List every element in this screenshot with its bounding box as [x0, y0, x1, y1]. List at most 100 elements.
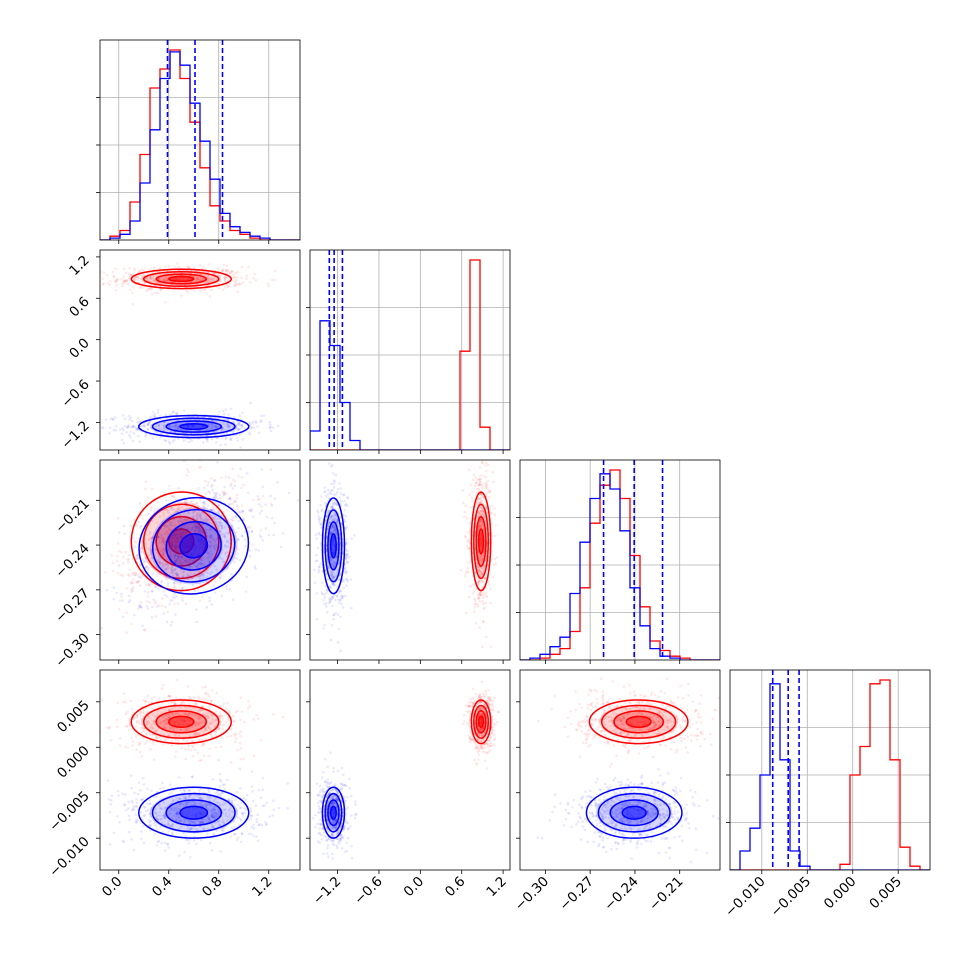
scatter-point — [209, 722, 213, 725]
scatter-point — [252, 426, 256, 429]
scatter-point — [153, 719, 156, 723]
scatter-point — [234, 283, 237, 287]
scatter-point — [162, 542, 166, 545]
scatter-point — [180, 701, 184, 704]
scatter-point — [138, 563, 142, 567]
scatter-point — [177, 797, 181, 800]
scatter-point — [159, 289, 163, 292]
scatter-point — [192, 733, 196, 737]
scatter-point — [189, 748, 193, 752]
scatter-point — [256, 839, 260, 843]
scatter-point — [239, 757, 243, 761]
scatter-point — [162, 612, 166, 615]
scatter-point — [228, 425, 232, 428]
scatter-point — [276, 481, 279, 484]
scatter-point — [259, 414, 263, 418]
scatter-point — [480, 573, 483, 576]
scatter-point — [188, 558, 192, 561]
scatter-point — [479, 554, 483, 558]
scatter-point — [230, 796, 234, 800]
scatter-point — [158, 560, 162, 563]
scatter-point — [489, 601, 492, 605]
scatter-point — [161, 539, 164, 543]
scatter-point — [478, 553, 482, 557]
scatter-point — [474, 621, 478, 625]
scatter-point — [459, 568, 463, 572]
scatter-point — [180, 555, 183, 559]
scatter-point — [262, 414, 266, 417]
scatter-point — [332, 519, 336, 522]
scatter-point — [157, 561, 161, 564]
scatter-point — [200, 573, 204, 577]
scatter-point — [248, 431, 251, 434]
scatter-point — [252, 718, 256, 721]
panel-content — [520, 460, 720, 660]
scatter-point — [158, 723, 162, 727]
scatter-point — [187, 265, 191, 269]
y-tick-label: −0.24 — [52, 541, 93, 582]
scatter-point — [323, 584, 327, 588]
scatter-point — [104, 570, 107, 574]
scatter-point — [135, 748, 138, 751]
scatter-point — [194, 722, 197, 726]
scatter-point — [86, 580, 89, 583]
scatter-point — [193, 819, 197, 823]
scatter-point — [202, 575, 205, 578]
scatter-point — [481, 511, 485, 515]
scatter-point — [166, 525, 169, 528]
scatter-point — [261, 494, 265, 498]
scatter-point — [320, 581, 324, 585]
scatter-point — [339, 598, 342, 601]
scatter-point — [185, 739, 189, 742]
scatter-point — [208, 280, 211, 284]
scatter-point — [226, 426, 230, 429]
scatter-point — [191, 745, 195, 749]
scatter-point — [223, 422, 226, 426]
scatter-point — [187, 695, 191, 699]
scatter-point — [170, 744, 174, 747]
scatter-point — [208, 596, 211, 600]
scatter-point — [332, 524, 335, 527]
scatter-point — [133, 613, 136, 617]
scatter-point — [482, 593, 485, 596]
scatter-point — [153, 429, 156, 433]
scatter-point — [157, 424, 161, 428]
scatter-point — [137, 741, 141, 745]
scatter-point — [146, 591, 150, 594]
scatter-point — [147, 566, 151, 570]
scatter-point — [237, 519, 240, 523]
scatter-point — [183, 712, 187, 716]
scatter-point — [257, 502, 261, 506]
scatter-point — [494, 562, 498, 565]
scatter-point — [236, 423, 240, 427]
scatter-point — [327, 522, 331, 526]
scatter-point — [191, 561, 195, 565]
scatter-point — [478, 592, 481, 595]
scatter-point — [470, 496, 474, 499]
scatter-point — [471, 583, 474, 587]
scatter-point — [221, 728, 225, 731]
scatter-point — [204, 729, 207, 732]
scatter-point — [208, 599, 211, 603]
scatter-point — [171, 599, 175, 602]
scatter-point — [129, 273, 133, 276]
panel-2-2 — [516, 459, 721, 664]
scatter-point — [248, 704, 252, 708]
scatter-point — [318, 516, 322, 520]
scatter-point — [479, 474, 482, 477]
scatter-point — [148, 798, 152, 802]
scatter-point — [476, 502, 480, 505]
scatter-point — [141, 708, 145, 712]
scatter-point — [193, 731, 196, 735]
scatter-point — [156, 507, 160, 510]
scatter-point — [317, 570, 320, 574]
scatter-point — [141, 574, 144, 578]
scatter-point — [233, 275, 236, 279]
scatter-point — [210, 518, 213, 521]
scatter-point — [171, 595, 175, 598]
scatter-point — [188, 728, 191, 731]
scatter-point — [158, 697, 161, 701]
scatter-point — [186, 500, 189, 503]
scatter-point — [170, 571, 174, 575]
scatter-point — [215, 522, 218, 526]
